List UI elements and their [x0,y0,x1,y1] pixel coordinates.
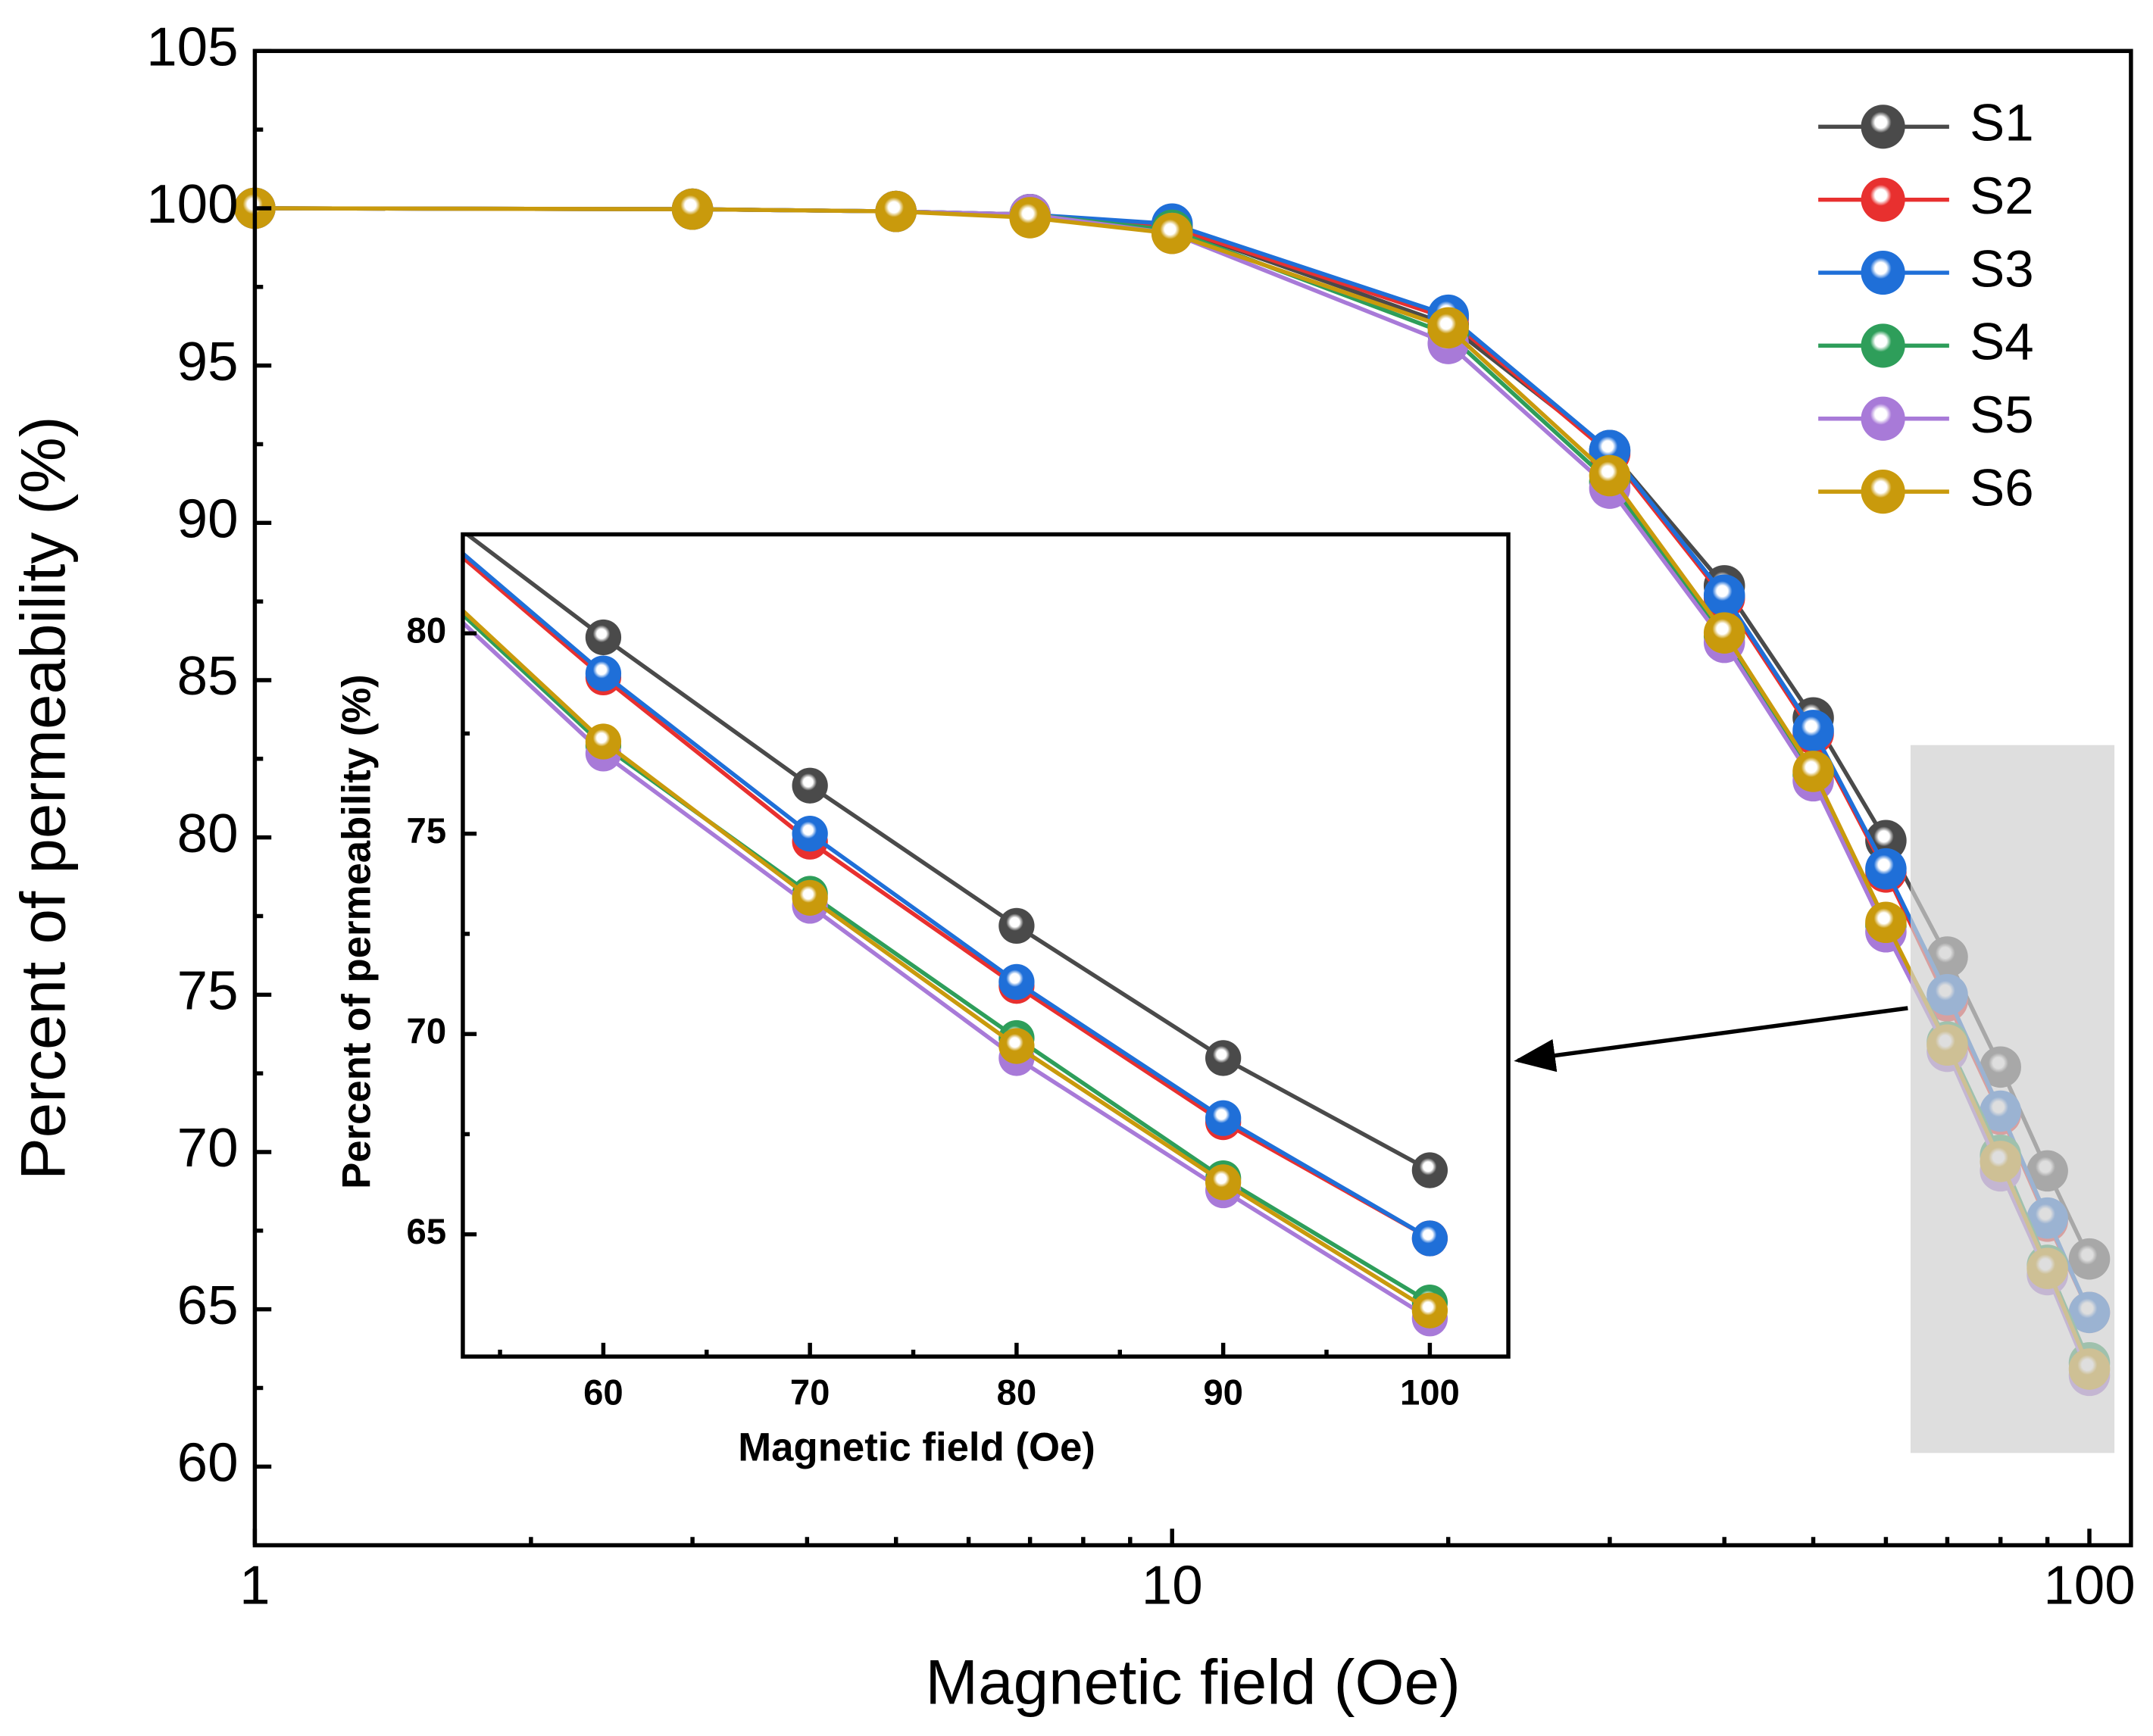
legend-marker [1861,105,1905,149]
x-tick-label: 100 [2043,1555,2135,1616]
y-tick-label: 65 [407,1212,447,1252]
y-tick-label: 70 [407,1012,447,1052]
marker [1151,212,1193,254]
y-tick-label: 80 [177,803,239,864]
marker [1427,307,1469,349]
x-tick-label: 1 [239,1555,270,1616]
series-line [462,551,1431,1241]
y-tick-label: 90 [177,489,239,550]
series-line [464,534,1431,1172]
legend-marker [1861,323,1905,368]
series-line [462,611,1431,1304]
marker [1205,1164,1242,1201]
y-tick-label: 85 [177,645,239,707]
plot-frame [461,532,1511,1359]
marker [998,1028,1035,1064]
marker [585,723,622,760]
legend-label: S1 [1970,93,2034,152]
marker [1792,751,1834,792]
x-tick-label: 70 [790,1372,830,1413]
y-tick-label: 75 [407,811,447,851]
highlight-region [1910,745,2115,1453]
marker [998,907,1035,944]
series-line [462,554,1431,1241]
x-axis-label: Magnetic field (Oe) [738,1425,1095,1470]
legend-marker [1861,177,1905,222]
marker [792,879,828,916]
x-tick-label: 100 [1400,1372,1460,1413]
y-tick-label: 75 [177,960,239,1022]
marker [671,188,714,230]
legend-marker [1861,470,1905,514]
plot-frame [252,48,2133,1547]
legend-label: S6 [1970,457,2034,517]
x-tick-label: 60 [583,1372,623,1413]
marker [585,655,622,692]
marker [1411,1292,1448,1329]
y-tick-label: 100 [146,173,238,235]
y-tick-label: 80 [407,611,447,651]
legend-label: S2 [1970,166,2034,225]
marker [792,767,828,804]
legend-marker [1861,250,1905,295]
legend-label: S5 [1970,385,2034,444]
series-line [462,607,1431,1313]
marker [875,190,917,233]
y-tick-label: 60 [177,1432,239,1494]
legend-marker [1861,396,1905,441]
arrow [1514,1006,1908,1073]
marker [1703,612,1745,654]
x-tick-label: 90 [1203,1372,1243,1413]
marker [1703,574,1745,617]
marker [1589,454,1631,497]
marker [585,619,622,656]
y-tick-label: 70 [177,1117,239,1179]
x-tick-label: 10 [1142,1555,1203,1616]
y-tick-label: 105 [146,17,238,78]
marker [1865,848,1907,890]
marker [1411,1152,1448,1188]
legend-label: S4 [1970,312,2034,371]
x-axis-label: Magnetic field (Oe) [925,1647,1460,1718]
x-tick-label: 80 [997,1372,1037,1413]
y-axis-label: Percent of permeability (%) [8,416,79,1180]
marker [1205,1040,1242,1076]
marker [1205,1100,1242,1136]
marker [1865,901,1907,944]
y-tick-label: 95 [177,331,239,392]
marker [1411,1220,1448,1257]
inset-background [462,534,1509,1357]
marker [1792,710,1834,751]
series-line [462,620,1431,1321]
y-tick-label: 65 [177,1275,239,1336]
legend-label: S3 [1970,239,2034,298]
marker [1009,197,1051,239]
marker [792,816,828,852]
marker [998,963,1035,1001]
y-axis-label: Percent of permeability (%) [334,674,379,1189]
